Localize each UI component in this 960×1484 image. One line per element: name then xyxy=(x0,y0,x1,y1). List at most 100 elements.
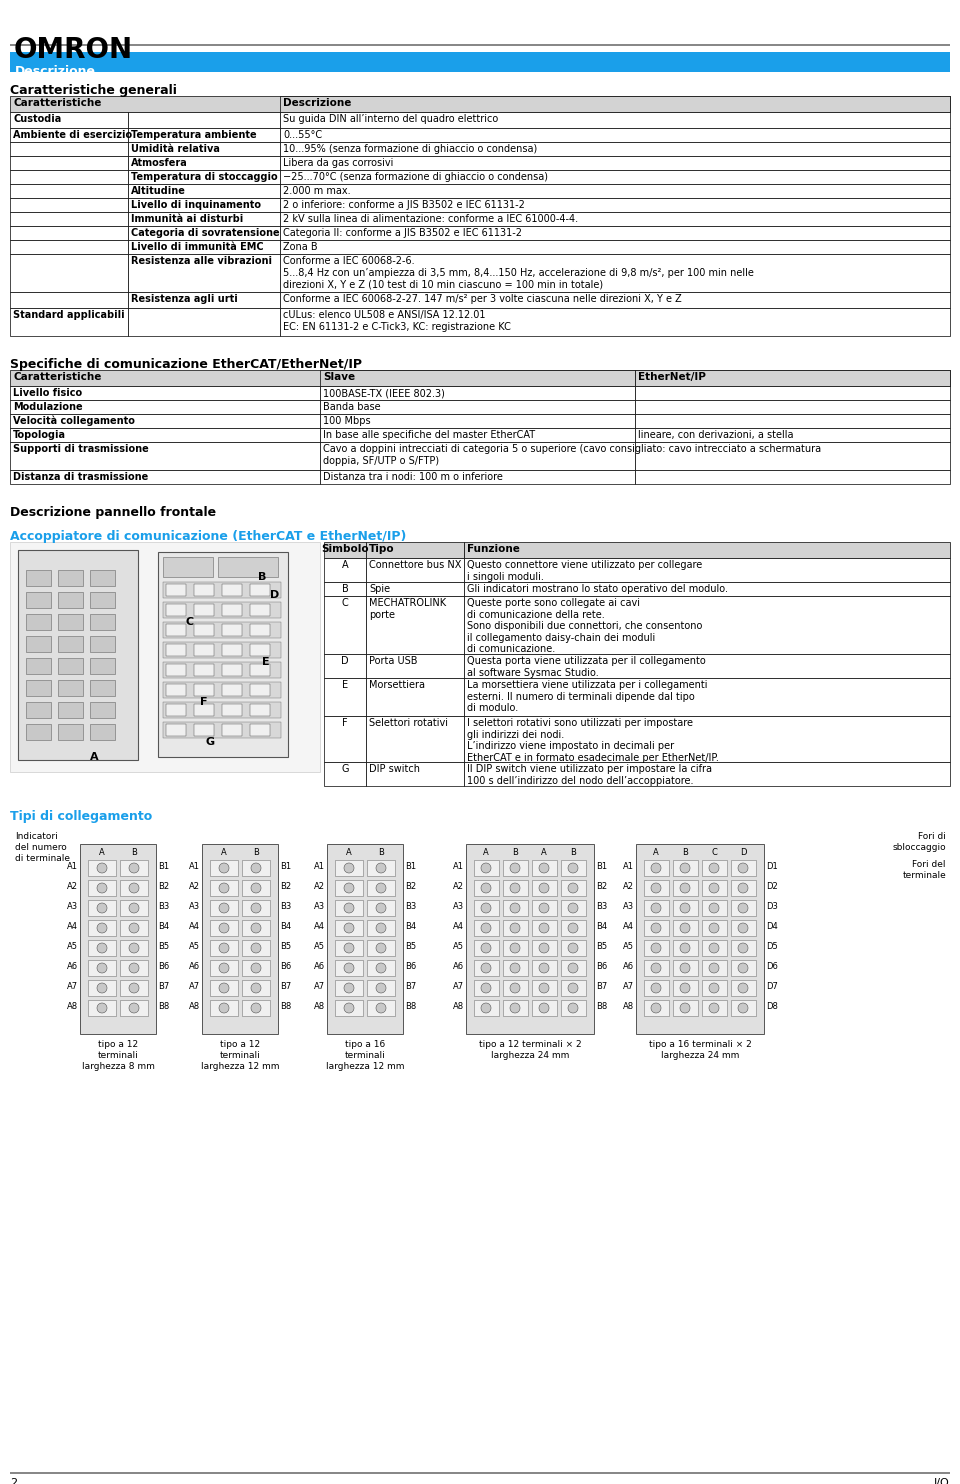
Circle shape xyxy=(376,942,386,953)
Text: B4: B4 xyxy=(280,922,291,930)
Bar xyxy=(10,197,128,212)
Circle shape xyxy=(738,982,748,993)
Text: A6: A6 xyxy=(623,962,634,971)
Circle shape xyxy=(738,923,748,933)
Bar xyxy=(58,680,83,696)
Circle shape xyxy=(376,864,386,873)
Text: A4: A4 xyxy=(314,922,325,930)
Text: A: A xyxy=(99,847,105,856)
Text: B6: B6 xyxy=(596,962,608,971)
Circle shape xyxy=(709,883,719,893)
Text: A8: A8 xyxy=(623,1002,634,1011)
Bar xyxy=(673,899,698,916)
Text: A8: A8 xyxy=(67,1002,78,1011)
Circle shape xyxy=(510,902,520,913)
Circle shape xyxy=(680,902,690,913)
Text: Caratteristiche generali: Caratteristiche generali xyxy=(10,85,177,96)
Circle shape xyxy=(481,1003,491,1014)
Bar xyxy=(335,920,363,936)
Text: Accoppiatore di comunicazione (EtherCAT e EtherNet/IP): Accoppiatore di comunicazione (EtherCAT … xyxy=(10,530,406,543)
Bar xyxy=(128,142,280,156)
Bar xyxy=(466,844,594,1034)
Bar xyxy=(702,861,727,876)
Circle shape xyxy=(219,864,229,873)
Bar xyxy=(464,542,950,558)
Bar xyxy=(367,880,395,896)
Bar xyxy=(242,960,270,976)
Text: A5: A5 xyxy=(623,942,634,951)
Bar xyxy=(503,960,528,976)
Text: Fori di
sbloccaggio: Fori di sbloccaggio xyxy=(893,833,946,852)
Bar xyxy=(280,292,950,309)
Bar xyxy=(635,414,950,427)
Text: E: E xyxy=(262,657,270,666)
Bar xyxy=(532,1000,557,1017)
Text: A5: A5 xyxy=(314,942,325,951)
Bar xyxy=(88,920,116,936)
Bar xyxy=(90,680,115,696)
Text: Descrizione: Descrizione xyxy=(15,65,96,79)
Text: EtherNet/IP: EtherNet/IP xyxy=(638,372,706,381)
Bar xyxy=(210,880,238,896)
Bar xyxy=(120,960,148,976)
Text: Queste porte sono collegate ai cavi
di comunicazione della rete.
Sono disponibil: Queste porte sono collegate ai cavi di c… xyxy=(467,598,703,654)
Text: B7: B7 xyxy=(405,982,417,991)
Circle shape xyxy=(680,923,690,933)
Bar xyxy=(88,979,116,996)
Circle shape xyxy=(568,963,578,974)
Bar xyxy=(128,254,280,292)
Bar xyxy=(324,542,366,558)
Bar xyxy=(90,592,115,608)
Text: D5: D5 xyxy=(766,942,778,951)
Bar xyxy=(166,585,186,597)
Text: B: B xyxy=(378,847,384,856)
Text: B3: B3 xyxy=(280,902,291,911)
Text: B2: B2 xyxy=(280,881,291,890)
Bar xyxy=(367,899,395,916)
Bar xyxy=(324,715,366,761)
Text: B6: B6 xyxy=(405,962,417,971)
Bar xyxy=(10,254,128,292)
Text: 2.000 m max.: 2.000 m max. xyxy=(283,186,350,196)
Circle shape xyxy=(709,942,719,953)
Text: Livello di immunità EMC: Livello di immunità EMC xyxy=(131,242,264,252)
Text: 2: 2 xyxy=(10,1478,17,1484)
Bar xyxy=(367,920,395,936)
Bar xyxy=(128,212,280,226)
Text: A2: A2 xyxy=(67,881,78,890)
Circle shape xyxy=(251,1003,261,1014)
Text: B8: B8 xyxy=(280,1002,291,1011)
Bar xyxy=(280,197,950,212)
Bar xyxy=(250,663,270,677)
Bar xyxy=(464,761,950,787)
Text: B5: B5 xyxy=(596,942,607,951)
Bar xyxy=(163,683,281,697)
Bar xyxy=(280,240,950,254)
Bar xyxy=(120,979,148,996)
Circle shape xyxy=(97,902,107,913)
Bar xyxy=(366,715,464,761)
Text: D8: D8 xyxy=(766,1002,778,1011)
Bar xyxy=(561,899,586,916)
Text: B6: B6 xyxy=(280,962,291,971)
Text: E: E xyxy=(342,680,348,690)
Bar xyxy=(250,644,270,656)
Bar xyxy=(474,861,499,876)
Circle shape xyxy=(129,963,139,974)
Bar xyxy=(320,386,635,401)
Text: B7: B7 xyxy=(280,982,291,991)
Bar xyxy=(532,920,557,936)
Text: Custodia: Custodia xyxy=(13,114,61,125)
Circle shape xyxy=(344,982,354,993)
Circle shape xyxy=(129,902,139,913)
Text: OMRON: OMRON xyxy=(14,36,133,64)
Circle shape xyxy=(97,1003,107,1014)
Circle shape xyxy=(251,982,261,993)
Bar xyxy=(644,920,669,936)
Bar xyxy=(166,684,186,696)
Bar xyxy=(58,724,83,741)
Circle shape xyxy=(481,864,491,873)
Text: A3: A3 xyxy=(623,902,634,911)
Bar xyxy=(120,1000,148,1017)
Bar xyxy=(202,844,278,1034)
